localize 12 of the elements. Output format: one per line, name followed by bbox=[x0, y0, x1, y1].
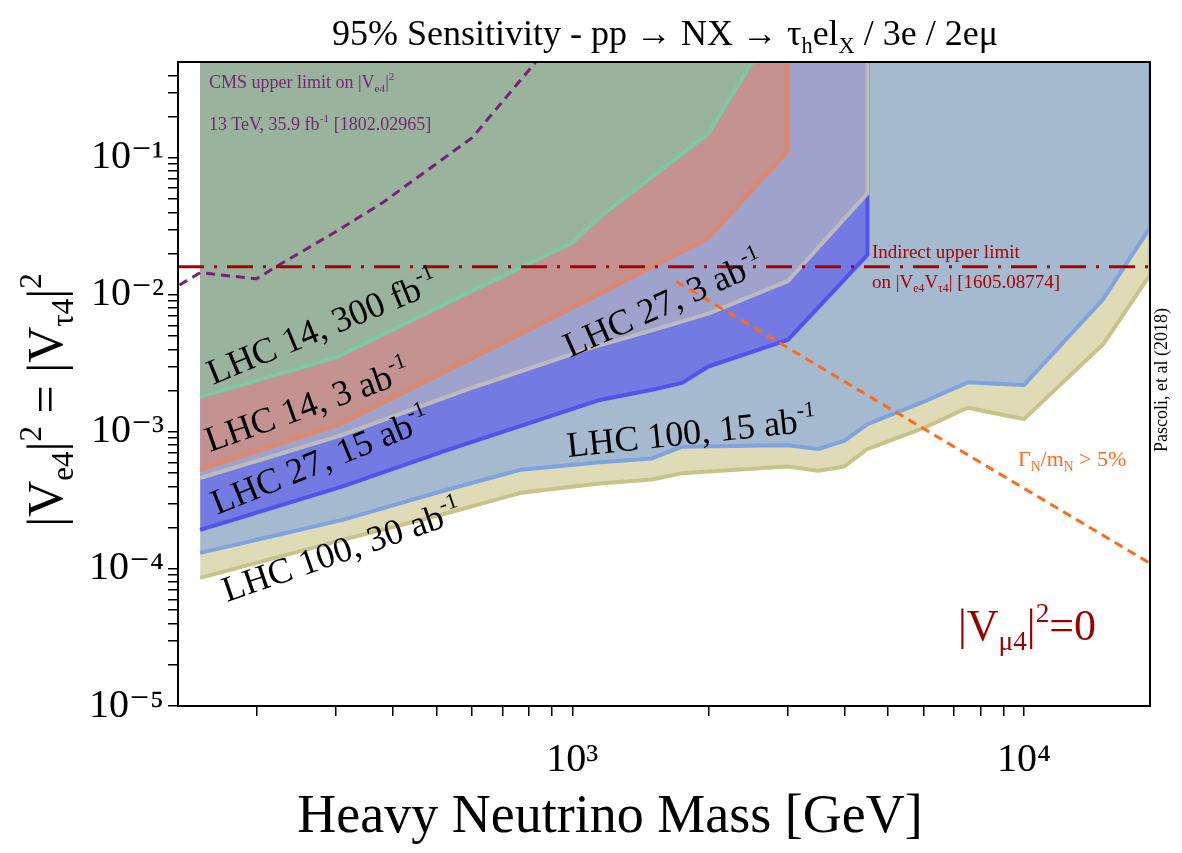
text: Pascoli, et al (2018) bbox=[1151, 308, 1172, 452]
y-tick-label: 10⁻¹ bbox=[90, 132, 164, 178]
y-tick-label: 10⁻² bbox=[90, 269, 164, 315]
y-axis-title: |Ve4|2 = |Vτ4|2 bbox=[13, 273, 80, 527]
x-axis-title: Heavy Neutrino Mass [GeV] bbox=[297, 784, 923, 844]
x-tick-label: 10⁴ bbox=[997, 734, 1052, 780]
y-tick-label: 10⁻⁵ bbox=[88, 680, 164, 726]
series-label: LHC 27, 3 ab-1 bbox=[556, 238, 762, 366]
series-label: LHC 100, 15 ab-1 bbox=[564, 395, 817, 465]
y-tick-label: 10⁻⁴ bbox=[88, 543, 164, 589]
y-tick-label: 10⁻³ bbox=[90, 406, 164, 452]
x-tick-label: 10³ bbox=[546, 734, 599, 780]
